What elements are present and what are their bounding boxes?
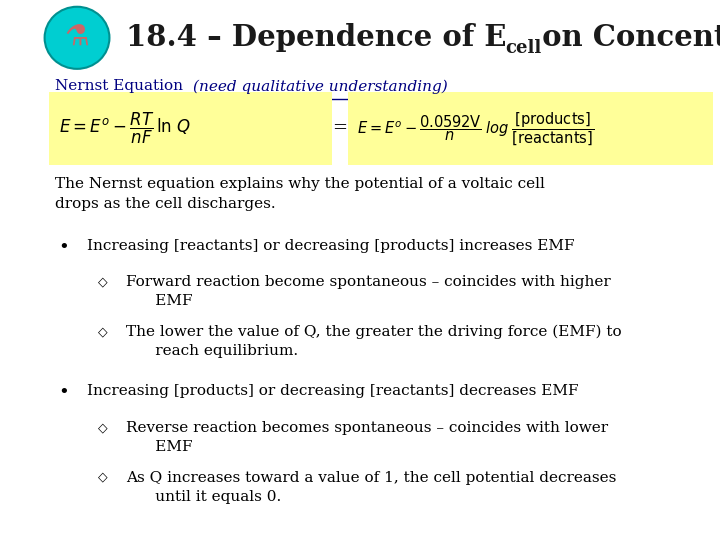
Text: cell: cell [505, 38, 541, 57]
Text: on Concentration: on Concentration [532, 23, 720, 52]
Text: •: • [58, 239, 68, 256]
Text: ◇: ◇ [97, 471, 107, 484]
FancyBboxPatch shape [49, 92, 333, 165]
Text: •: • [58, 384, 68, 402]
Text: ◇: ◇ [97, 421, 107, 434]
Text: Chapter 18 – Electrochemistry: Chapter 18 – Electrochemistry [14, 196, 24, 344]
Text: As Q increases toward a value of 1, the cell potential decreases
      until it : As Q increases toward a value of 1, the … [126, 471, 616, 504]
Text: Increasing [reactants] or decreasing [products] increases EMF: Increasing [reactants] or decreasing [pr… [86, 239, 574, 253]
Text: Forward reaction become spontaneous – coincides with higher
      EMF: Forward reaction become spontaneous – co… [126, 275, 611, 308]
Text: (need qualitative understanding): (need qualitative understanding) [193, 79, 448, 93]
Ellipse shape [45, 6, 109, 69]
FancyBboxPatch shape [348, 92, 714, 165]
Text: ⚗: ⚗ [65, 24, 89, 52]
Text: ◇: ◇ [97, 325, 107, 338]
Text: Reverse reaction becomes spontaneous – coincides with lower
      EMF: Reverse reaction becomes spontaneous – c… [126, 421, 608, 454]
Text: The lower the value of Q, the greater the driving force (EMF) to
      reach equ: The lower the value of Q, the greater th… [126, 325, 622, 359]
Text: =: = [332, 119, 346, 137]
Text: $\mathit{E} = \mathit{E}^o - \dfrac{RT}{nF}\,\ln\,Q$: $\mathit{E} = \mathit{E}^o - \dfrac{RT}{… [59, 111, 192, 146]
Text: The Nernst equation explains why the potential of a voltaic cell
drops as the ce: The Nernst equation explains why the pot… [55, 177, 544, 211]
Text: Nernst Equation: Nernst Equation [55, 79, 187, 93]
Text: 18.4 – Dependence of E: 18.4 – Dependence of E [126, 23, 507, 52]
Text: ◇: ◇ [97, 275, 107, 288]
Text: Increasing [products] or decreasing [reactants] decreases EMF: Increasing [products] or decreasing [rea… [86, 384, 578, 399]
Text: $\mathit{E} = \mathit{E}^o - \dfrac{0.0592\mathrm{V}}{n}\;log\;\dfrac{[\mathrm{p: $\mathit{E} = \mathit{E}^o - \dfrac{0.05… [357, 110, 594, 147]
